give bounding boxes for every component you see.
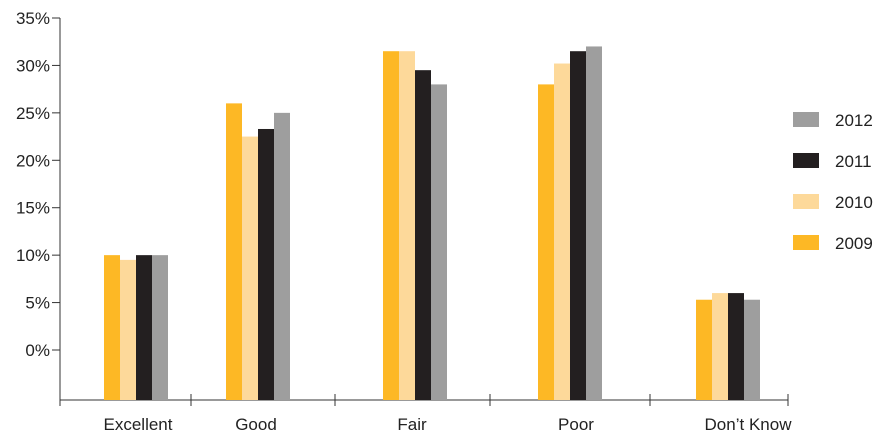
y-tick-label: 5% (25, 294, 50, 313)
legend-label: 2010 (835, 193, 873, 212)
bar-2010 (712, 293, 728, 400)
y-axis: 0% 5% 10% 15% 20% 25% 30% 35% (16, 9, 61, 400)
bar-2010 (120, 259, 136, 400)
y-tick-label: 0% (25, 341, 50, 360)
legend-swatch (793, 194, 819, 209)
x-category-label: Poor (558, 415, 594, 434)
bar-group (383, 51, 447, 401)
legend-label: 2011 (835, 152, 872, 171)
legend-item: 2010 (793, 193, 873, 212)
bar-2010 (242, 136, 258, 401)
bar-2012 (586, 46, 602, 400)
bar-2011 (136, 255, 152, 400)
bar-2009 (383, 51, 399, 400)
bar-2012 (274, 112, 290, 400)
y-tick-label: 30% (16, 56, 50, 75)
y-tick-label: 25% (16, 104, 50, 123)
legend-item: 2012 (793, 111, 873, 130)
legend: 2012 2011 2010 2009 (793, 111, 873, 253)
x-category-label: Good (235, 415, 277, 434)
bar-2012 (744, 299, 760, 400)
legend-swatch (793, 112, 819, 127)
bar-2011 (415, 70, 431, 401)
x-category-label: Excellent (104, 415, 173, 434)
bar-group (226, 103, 290, 401)
bar-2012 (152, 255, 168, 400)
bars (104, 46, 760, 401)
bar-group (696, 293, 760, 400)
legend-swatch (793, 153, 819, 168)
legend-label: 2012 (835, 111, 873, 130)
bar-2010 (554, 63, 570, 400)
legend-item: 2009 (793, 234, 873, 253)
legend-swatch (793, 235, 819, 250)
legend-item: 2011 (793, 152, 872, 171)
bar-2011 (570, 51, 586, 400)
x-category-label: Fair (397, 415, 427, 434)
bar-2009 (538, 84, 554, 401)
bar-2009 (104, 255, 120, 400)
x-category-label: Don’t Know (705, 415, 793, 434)
bar-2012 (431, 84, 447, 401)
legend-label: 2009 (835, 234, 873, 253)
bar-group (104, 255, 168, 400)
y-tick-label: 10% (16, 246, 50, 265)
bar-2009 (696, 299, 712, 400)
bar-2011 (728, 293, 744, 400)
bar-2010 (399, 51, 415, 400)
y-tick-label: 35% (16, 9, 50, 28)
bar-group (538, 46, 602, 401)
bar-2009 (226, 103, 242, 400)
x-axis: Excellent Good Fair Poor Don’t Know (59, 394, 793, 434)
y-tick-label: 15% (16, 199, 50, 218)
bar-2011 (258, 128, 274, 401)
y-tick-label: 20% (16, 151, 50, 170)
